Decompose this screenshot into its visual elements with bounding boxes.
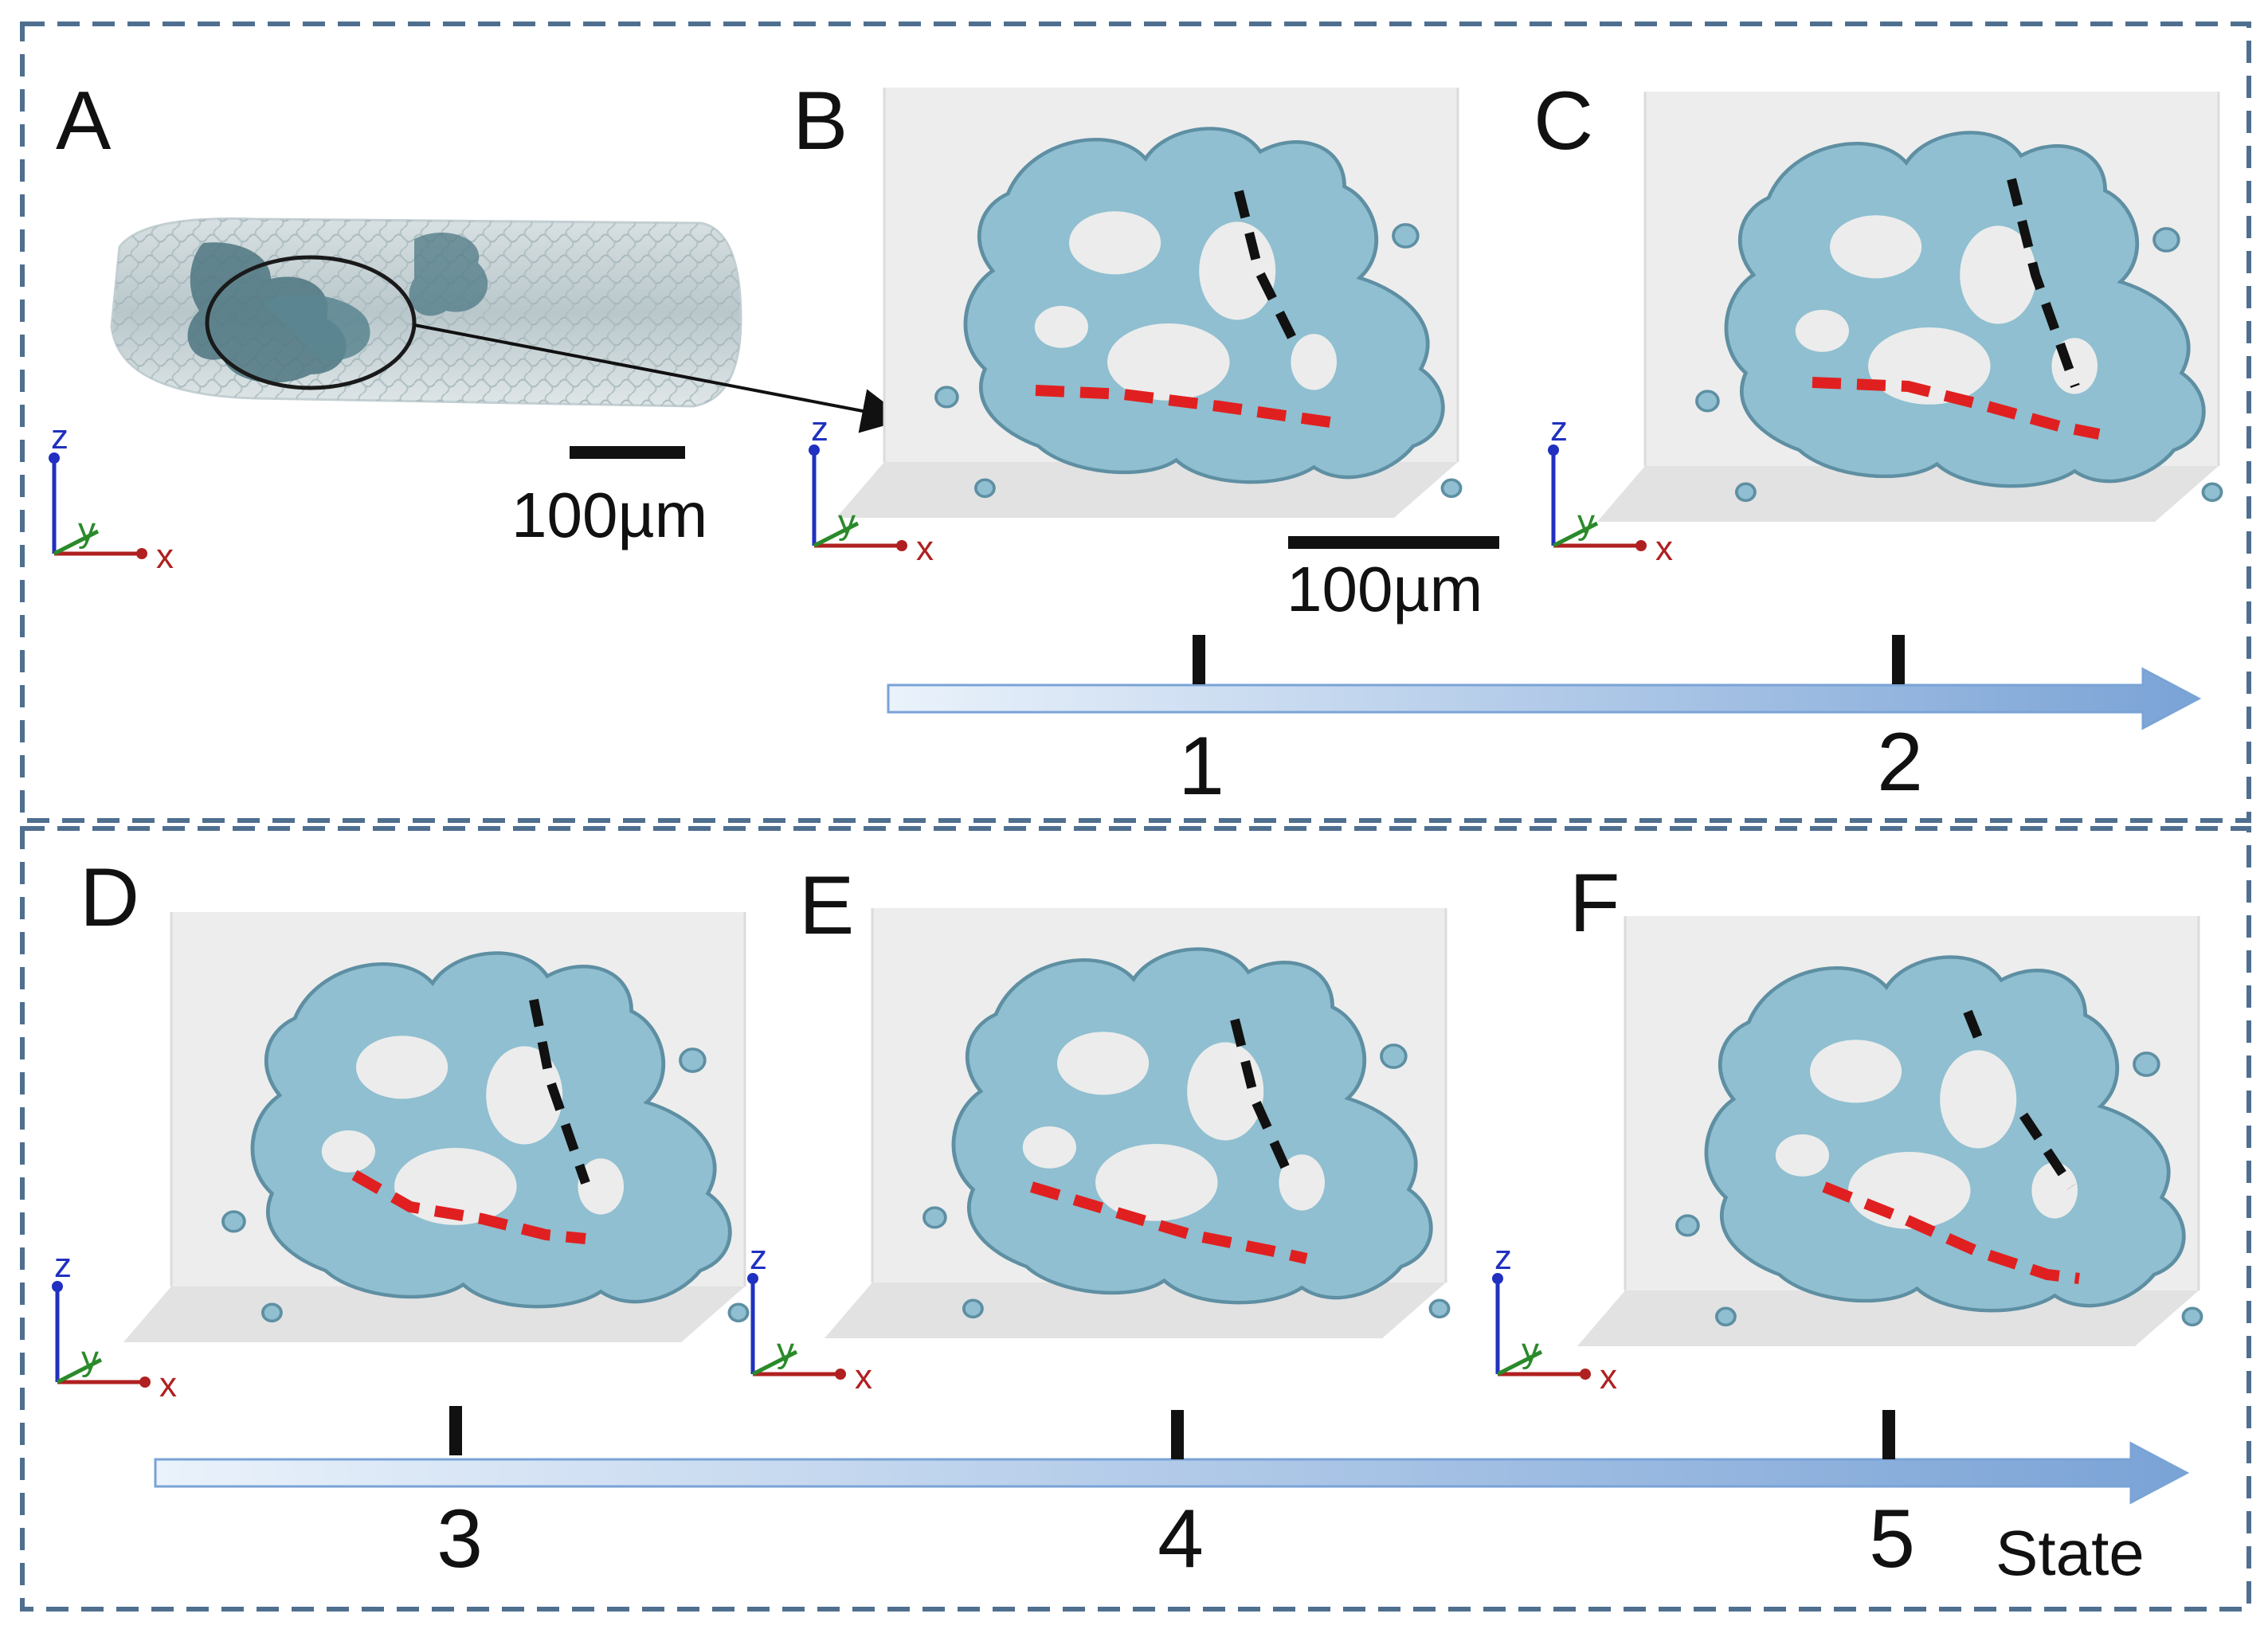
svg-text:y: y [777, 1331, 794, 1370]
state-axis-label: State [1996, 1518, 2145, 1588]
panel-e-volume [823, 907, 1449, 1340]
svg-text:y: y [838, 503, 856, 542]
bottom-frame [20, 826, 2251, 1612]
svg-text:x: x [855, 1357, 872, 1396]
detail-scale-bar [1288, 536, 1499, 549]
axis-triad-d: z y x [52, 1246, 177, 1404]
tick-5 [1882, 1410, 1895, 1459]
svg-text:z: z [51, 417, 69, 456]
panel-c-volume [1596, 90, 2222, 523]
black-path [529, 998, 590, 1185]
axis-triad-c: z y x [1548, 409, 1673, 568]
detail-scale-label: 100µm [1287, 554, 1483, 625]
red-path [1035, 385, 1336, 428]
svg-text:y: y [1577, 503, 1595, 542]
panel-label-d: D [80, 852, 140, 944]
svg-text:z: z [750, 1238, 767, 1277]
state-label-2: 2 [1877, 716, 1923, 809]
state-label-4: 4 [1158, 1493, 1204, 1585]
red-path [1812, 377, 2101, 440]
state-label-3: 3 [437, 1493, 483, 1585]
state-arrow-top [887, 635, 2202, 730]
axis-triad-e: z y x [747, 1238, 872, 1396]
sample-overview [110, 217, 907, 433]
panel-label-b: B [793, 75, 848, 167]
svg-text:z: z [811, 409, 828, 448]
axis-triad-f: z y x [1492, 1238, 1617, 1396]
overview-scale-label: 100µm [511, 480, 708, 550]
red-path [351, 1169, 586, 1244]
axis-triad-a: z y x [49, 417, 174, 576]
tick-3 [449, 1406, 462, 1455]
panel-label-f: F [1569, 857, 1620, 950]
svg-text:y: y [78, 511, 96, 550]
panel-label-e: E [799, 860, 855, 952]
state-label-5: 5 [1869, 1493, 1915, 1585]
state-label-1: 1 [1178, 720, 1224, 813]
svg-text:y: y [1522, 1331, 1539, 1370]
svg-text:z: z [1494, 1238, 1512, 1277]
svg-text:y: y [81, 1339, 99, 1378]
panel-d-volume [122, 911, 748, 1344]
panel-f-volume [1576, 914, 2202, 1348]
panel-label-c: C [1534, 75, 1594, 167]
panel-label-a: A [56, 75, 112, 167]
axis-triad-b: z y x [809, 409, 934, 568]
black-path [1230, 1018, 1295, 1181]
svg-text:x: x [916, 529, 934, 568]
tick-4 [1171, 1410, 1184, 1459]
svg-text:x: x [1600, 1357, 1617, 1396]
overview-scale-bar [570, 446, 685, 459]
tick-1 [1193, 635, 1205, 684]
black-path [1234, 190, 1303, 353]
black-path [2007, 178, 2080, 389]
svg-text:x: x [159, 1365, 177, 1404]
tick-2 [1892, 635, 1905, 684]
svg-text:x: x [1655, 529, 1673, 568]
red-path [1029, 1181, 1308, 1264]
black-path [1963, 1009, 2075, 1190]
panel-b-volume [835, 86, 1461, 519]
svg-text:z: z [54, 1246, 72, 1285]
svg-text:z: z [1550, 409, 1568, 448]
svg-text:x: x [156, 537, 174, 576]
red-path [1822, 1181, 2080, 1284]
state-arrow-bottom [154, 1406, 2190, 1505]
top-frame [20, 22, 2251, 823]
